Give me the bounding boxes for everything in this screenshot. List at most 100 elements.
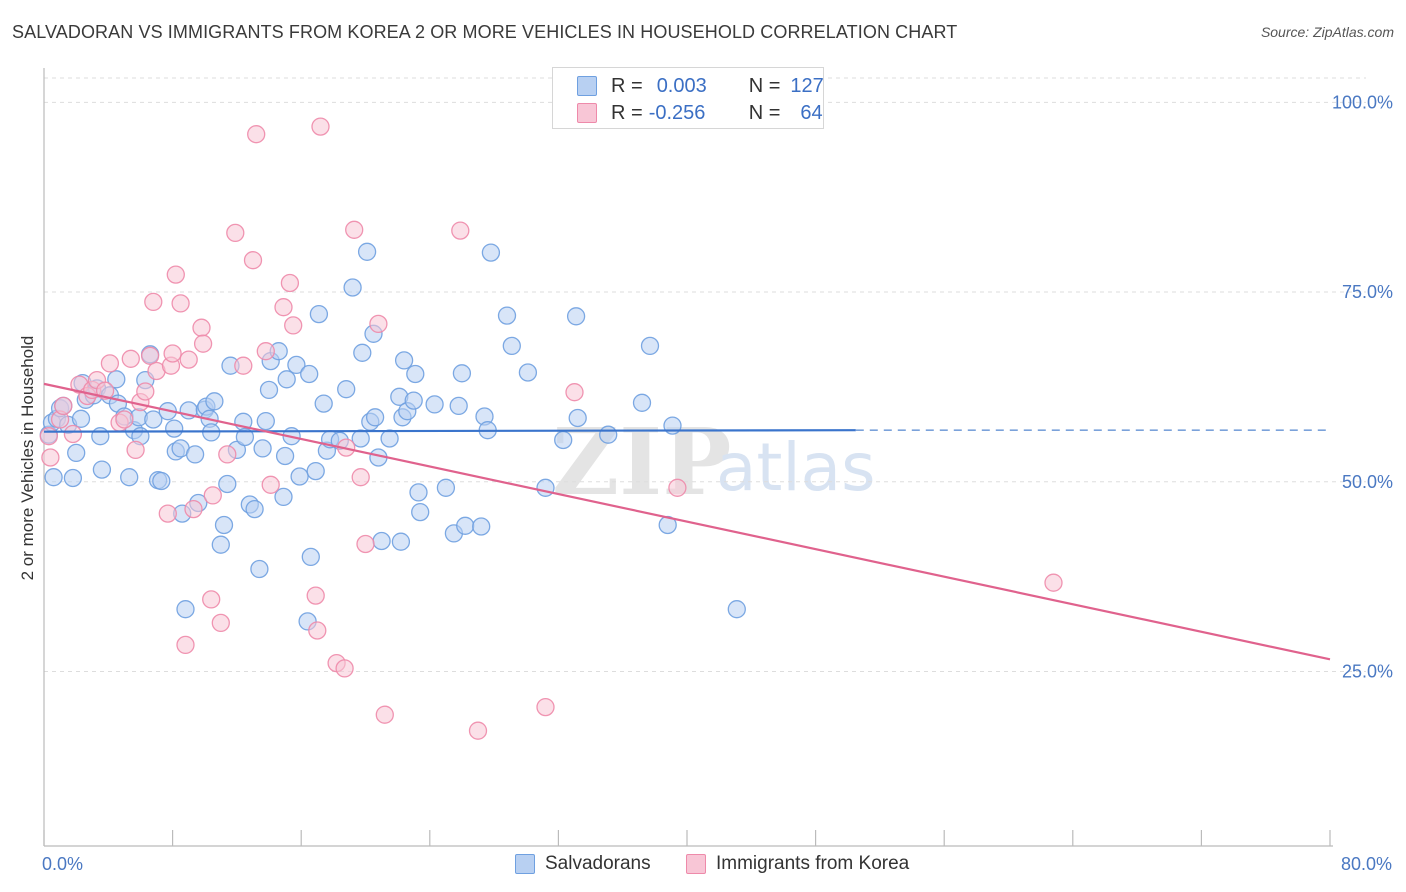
point-salvadorans bbox=[165, 419, 184, 438]
point-korea bbox=[451, 221, 470, 240]
point-salvadorans bbox=[640, 336, 660, 356]
point-salvadorans bbox=[290, 467, 309, 486]
point-salvadorans bbox=[353, 343, 372, 362]
point-salvadorans bbox=[436, 478, 456, 497]
point-korea bbox=[274, 298, 293, 317]
r-value: -0.256 bbox=[648, 101, 706, 124]
point-salvadorans bbox=[259, 380, 279, 400]
point-korea bbox=[668, 478, 687, 497]
point-korea bbox=[345, 220, 364, 239]
point-korea bbox=[203, 486, 222, 505]
y-axis-label: 2 or more Vehicles in Household bbox=[18, 336, 37, 581]
point-salvadorans bbox=[727, 600, 746, 619]
point-korea bbox=[218, 445, 237, 464]
n-value: 64 bbox=[800, 101, 823, 124]
point-salvadorans bbox=[275, 446, 295, 466]
point-korea bbox=[1044, 573, 1063, 592]
x-tick-label: 80.0% bbox=[1341, 854, 1392, 874]
point-korea bbox=[39, 427, 58, 446]
point-korea bbox=[100, 354, 120, 373]
point-salvadorans bbox=[599, 425, 618, 444]
point-korea bbox=[565, 383, 584, 402]
point-korea bbox=[261, 475, 280, 494]
legend-swatch-korea bbox=[686, 854, 706, 874]
point-salvadorans bbox=[152, 471, 171, 491]
point-salvadorans bbox=[107, 370, 126, 389]
y-tick-label: 25.0% bbox=[1342, 661, 1393, 681]
point-salvadorans bbox=[518, 363, 538, 382]
point-korea bbox=[284, 316, 303, 335]
point-korea bbox=[306, 586, 325, 605]
legend-row-korea: R = -0.256 N = 64 bbox=[577, 101, 823, 125]
trend-lines bbox=[43, 382, 1331, 661]
point-korea bbox=[126, 440, 145, 460]
point-korea bbox=[308, 621, 327, 640]
point-korea bbox=[226, 223, 245, 243]
y-tick-label: 100.0% bbox=[1332, 92, 1393, 112]
point-korea bbox=[193, 334, 213, 353]
point-korea bbox=[351, 468, 370, 487]
point-salvadorans bbox=[63, 468, 83, 488]
point-korea bbox=[158, 504, 177, 523]
point-salvadorans bbox=[314, 394, 333, 413]
point-salvadorans bbox=[44, 468, 63, 487]
point-salvadorans bbox=[92, 460, 112, 479]
point-salvadorans bbox=[456, 516, 475, 535]
legend-swatch-korea bbox=[577, 103, 597, 123]
point-korea bbox=[280, 273, 300, 293]
point-salvadorans bbox=[218, 474, 237, 494]
point-salvadorans bbox=[536, 478, 555, 497]
point-korea bbox=[41, 448, 60, 467]
point-salvadorans bbox=[404, 391, 423, 410]
point-korea bbox=[202, 590, 221, 609]
n-value: 127 bbox=[790, 74, 824, 97]
legend-label-korea: Immigrants from Korea bbox=[716, 853, 910, 874]
point-salvadorans bbox=[256, 411, 275, 431]
point-salvadorans bbox=[309, 304, 329, 324]
point-korea bbox=[234, 356, 253, 375]
r-label: R = bbox=[611, 101, 643, 124]
series-korea-points bbox=[39, 117, 1063, 740]
legend-stats: R = 0.003 N = 127 R = -0.256 N = 64 bbox=[552, 67, 824, 129]
point-salvadorans bbox=[214, 515, 234, 535]
point-salvadorans bbox=[301, 547, 320, 567]
y-tick-label: 50.0% bbox=[1342, 472, 1393, 492]
point-salvadorans bbox=[365, 408, 385, 427]
point-korea bbox=[211, 613, 230, 633]
point-salvadorans bbox=[277, 370, 296, 389]
point-salvadorans bbox=[235, 427, 255, 447]
point-salvadorans bbox=[632, 393, 652, 412]
chart-source: Source: ZipAtlas.com bbox=[1260, 24, 1394, 40]
point-korea bbox=[121, 349, 140, 368]
point-salvadorans bbox=[144, 410, 163, 429]
point-korea bbox=[184, 499, 203, 519]
point-salvadorans bbox=[205, 392, 224, 411]
point-korea bbox=[256, 342, 275, 361]
point-salvadorans bbox=[372, 531, 391, 551]
point-salvadorans bbox=[250, 559, 269, 579]
point-salvadorans bbox=[343, 278, 362, 297]
point-korea bbox=[369, 314, 388, 334]
point-korea bbox=[192, 318, 211, 337]
point-salvadorans bbox=[425, 395, 444, 414]
point-korea bbox=[171, 294, 190, 313]
watermark-atlas: atlas bbox=[716, 429, 876, 506]
legend-item-salvadorans: Salvadorans bbox=[515, 852, 651, 876]
point-salvadorans bbox=[176, 600, 195, 619]
legend-label-salvadorans: Salvadorans bbox=[545, 853, 651, 874]
y-tick-label: 75.0% bbox=[1342, 282, 1393, 302]
point-salvadorans bbox=[497, 306, 517, 325]
point-salvadorans bbox=[211, 535, 230, 554]
point-korea bbox=[356, 534, 375, 554]
point-salvadorans bbox=[472, 517, 491, 536]
point-salvadorans bbox=[380, 429, 399, 448]
x-tick-label: 0.0% bbox=[42, 854, 83, 874]
point-salvadorans bbox=[71, 409, 91, 428]
point-salvadorans bbox=[566, 307, 586, 326]
legend-item-korea: Immigrants from Korea bbox=[686, 852, 909, 876]
x-tick-labels: 0.0% 80.0% bbox=[42, 854, 1392, 874]
point-salvadorans bbox=[357, 242, 377, 261]
n-label: N = bbox=[748, 74, 781, 97]
point-korea bbox=[136, 382, 155, 401]
